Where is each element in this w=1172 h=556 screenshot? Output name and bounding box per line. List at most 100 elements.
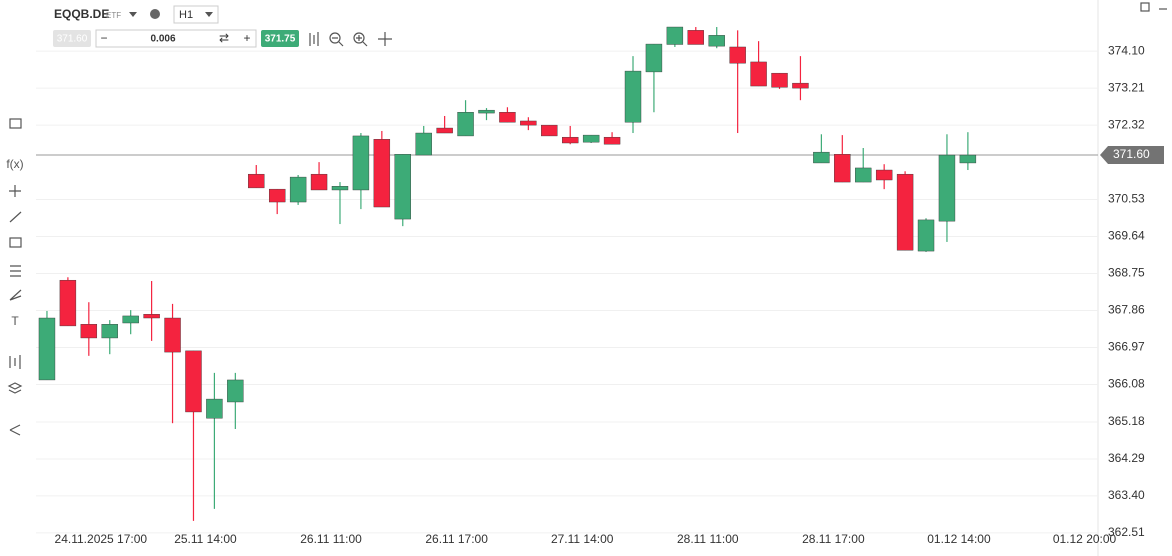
candle-body: [478, 109, 495, 114]
timeframe: H1: [179, 9, 193, 21]
fib-tool[interactable]: [10, 265, 21, 277]
asset-class: ETF: [106, 11, 121, 20]
y-tick-label: 374.10: [1108, 43, 1145, 57]
quantity-box[interactable]: [95, 29, 257, 48]
info-icon[interactable]: [150, 9, 160, 19]
zoom-out-icon[interactable]: [329, 32, 341, 44]
x-tick-label: 28.11 17:00: [802, 532, 865, 546]
y-tick-label: 366.97: [1108, 340, 1145, 354]
x-tick-label: 26.11 17:00: [425, 532, 488, 546]
x-tick-label: 28.11 11:00: [677, 532, 739, 546]
candle-body: [729, 46, 746, 64]
rect-tool[interactable]: [9, 118, 22, 129]
candle-body: [289, 176, 307, 203]
candle-body: [227, 379, 244, 403]
candle-body: [206, 398, 223, 419]
y-tick-label: 372.32: [1108, 117, 1145, 131]
candle-body: [666, 26, 684, 45]
candle-body: [331, 186, 349, 191]
text-tool[interactable]: T: [11, 314, 19, 328]
y-tick-label: 368.75: [1108, 266, 1145, 280]
zoom-in-icon[interactable]: [353, 32, 365, 44]
crosshair-tool[interactable]: [9, 185, 21, 197]
x-tick-label: 27.11 14:00: [551, 532, 614, 546]
y-tick-label: 369.64: [1108, 229, 1145, 243]
zoom-out-lines: [332, 37, 344, 47]
candle-body: [394, 154, 411, 220]
share-tool[interactable]: [9, 424, 21, 436]
candle-body: [582, 134, 600, 143]
toolbar-icons: [309, 2, 1167, 47]
quantity: 0.006: [150, 34, 175, 45]
y-tick-label: 367.86: [1108, 303, 1145, 317]
last-price-label: 371.60: [1113, 147, 1150, 161]
pitchfork-tool[interactable]: [9, 289, 22, 301]
candle-body: [896, 173, 914, 251]
candle-body: [938, 154, 956, 222]
plus-button[interactable]: +: [243, 31, 250, 45]
swap-button[interactable]: ⇄: [219, 31, 229, 45]
window-icon[interactable]: [1140, 2, 1150, 12]
candle-body: [185, 350, 202, 413]
candle-body: [122, 315, 139, 324]
candle-body: [80, 324, 98, 339]
symbol[interactable]: EQQB.DE: [54, 7, 109, 21]
candle-body: [603, 136, 621, 145]
candle-body: [38, 317, 56, 381]
candle-body: [959, 154, 977, 164]
bid-price: 371.60: [57, 34, 88, 45]
candle-body: [645, 43, 663, 73]
x-tick-label: 01.12 20:00: [1053, 532, 1117, 546]
candle-body: [855, 167, 872, 183]
bid-box[interactable]: [53, 30, 91, 47]
candle-body: [499, 112, 516, 123]
x-tick-label: 25.11 14:00: [174, 532, 237, 546]
candle-body: [708, 35, 725, 47]
y-tick-label: 364.29: [1108, 451, 1145, 465]
left-toolbar: [7, 118, 23, 436]
candle-body: [59, 279, 77, 327]
zoom-in-lines: [356, 35, 368, 47]
x-tick-label: 01.12 14:00: [927, 532, 991, 546]
candle-body: [750, 61, 767, 87]
timeframe-dropdown: [205, 12, 213, 17]
minus-button[interactable]: −: [100, 31, 107, 45]
candle-body: [917, 219, 935, 252]
chart-type-icon[interactable]: [309, 32, 319, 46]
layers-tool[interactable]: [7, 382, 23, 394]
last-price-tag: [1100, 146, 1164, 165]
timeframe-select[interactable]: [173, 5, 219, 24]
candle-body: [834, 154, 851, 183]
shape-tool[interactable]: [9, 237, 22, 248]
candle-body: [541, 124, 558, 137]
y-tick-label: 366.08: [1108, 377, 1145, 391]
x-tick-label: 24.11.2025 17:00: [55, 532, 148, 546]
function-tool[interactable]: f(x): [6, 157, 23, 171]
indicator-tool[interactable]: [9, 355, 21, 369]
candle-body: [457, 112, 474, 137]
candle-body: [562, 136, 579, 144]
candle-body: [875, 169, 893, 181]
y-tick-label: 370.53: [1108, 192, 1145, 206]
y-tick-label: 362.51: [1108, 525, 1145, 539]
candle-body: [415, 132, 432, 156]
candle-body: [687, 30, 704, 45]
y-tick-label: 365.18: [1108, 414, 1145, 428]
candle-body: [101, 324, 118, 339]
ask-price: 371.75: [265, 34, 296, 45]
candle-body: [813, 151, 830, 164]
candle-body: [310, 173, 328, 191]
candle-body: [143, 314, 160, 319]
line-tool[interactable]: [9, 211, 22, 223]
candle-body: [771, 72, 788, 88]
candle-body: [352, 135, 370, 191]
candle-body: [436, 127, 453, 134]
move-icon[interactable]: [378, 32, 392, 46]
ask-box[interactable]: [261, 30, 299, 47]
candle-body: [373, 139, 391, 208]
y-tick-label: 373.21: [1108, 80, 1145, 94]
symbol-dropdown[interactable]: [129, 12, 137, 17]
candle-body: [624, 70, 642, 123]
